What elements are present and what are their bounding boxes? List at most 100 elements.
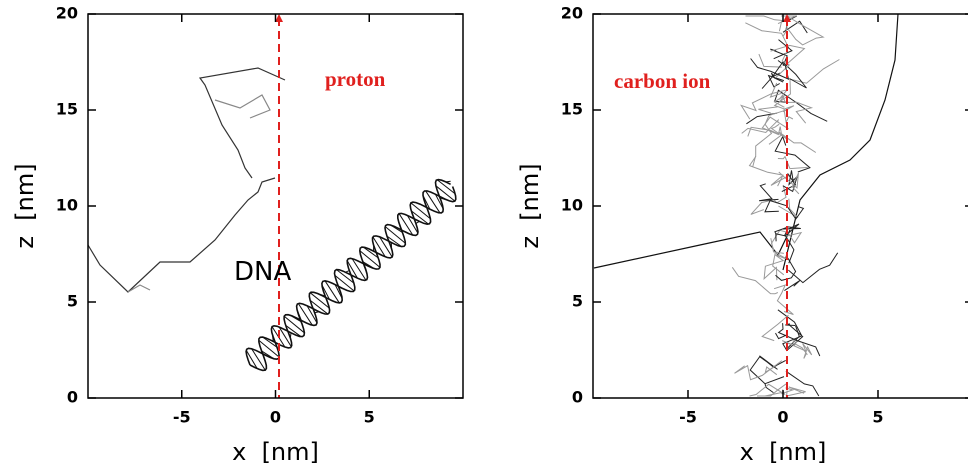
secondary-track <box>769 82 782 98</box>
secondary-track <box>734 360 783 381</box>
secondary-track <box>774 135 811 173</box>
secondary-track <box>767 74 785 88</box>
proton-track <box>214 94 271 119</box>
dna-rung <box>262 353 267 364</box>
secondary-track <box>770 123 788 140</box>
secondary-track <box>764 376 785 394</box>
carbon-track <box>782 13 899 271</box>
y-tick-label: 0 <box>67 388 78 407</box>
dna-rung <box>285 325 302 338</box>
dna-rung <box>351 258 367 281</box>
secondary-track <box>775 52 791 79</box>
dna-rung <box>324 280 340 304</box>
secondary-track <box>773 94 785 108</box>
dna-rung <box>439 197 448 201</box>
secondary-track <box>761 314 789 342</box>
secondary-track <box>747 126 779 137</box>
secondary-track <box>770 44 806 64</box>
carbon-track <box>593 229 791 269</box>
x-tick-label: 5 <box>872 408 883 427</box>
secondary-track <box>758 53 782 68</box>
dna-rung <box>398 213 414 236</box>
dna-rung <box>296 309 302 321</box>
dna-strand <box>245 186 457 366</box>
secondary-track <box>786 386 806 397</box>
secondary-track <box>782 170 799 193</box>
y-tick-label: 10 <box>56 196 78 215</box>
secondary-track <box>781 94 814 124</box>
plot-frame <box>87 13 464 399</box>
dna-rung <box>317 293 326 297</box>
secondary-track <box>745 22 790 49</box>
dna-rung <box>334 274 355 292</box>
dna-rung <box>271 334 274 342</box>
dna-rung <box>362 246 379 259</box>
secondary-track <box>777 309 804 352</box>
secondary-track <box>782 20 808 34</box>
dna-rung <box>262 336 278 348</box>
dna-rung <box>415 220 420 224</box>
secondary-track <box>784 223 800 264</box>
y-axis-label: z [nm] <box>516 163 544 248</box>
dna-rung <box>345 270 350 273</box>
tracks <box>87 13 899 293</box>
secondary-track <box>758 106 778 114</box>
dna-rung <box>321 284 330 300</box>
secondary-track <box>788 252 839 284</box>
y-tick-label: 15 <box>56 100 78 119</box>
secondary-track <box>764 364 778 376</box>
proton-track <box>127 284 151 293</box>
y-tick-label: 20 <box>56 4 78 23</box>
secondary-track <box>774 226 801 242</box>
y-tick-label: 5 <box>572 292 583 311</box>
secondary-track <box>770 238 784 254</box>
secondary-track <box>770 174 791 186</box>
dna-rung <box>445 180 451 183</box>
proton-track <box>198 67 286 179</box>
secondary-track <box>777 155 808 170</box>
secondary-track <box>745 15 783 32</box>
beam-arrow <box>275 14 283 22</box>
dna-rung <box>306 305 318 324</box>
x-axis-label: x [nm] <box>740 438 827 466</box>
x-tick-label: 0 <box>777 408 788 427</box>
dna-rung <box>406 215 419 234</box>
secondary-track <box>778 198 799 218</box>
dna-rung <box>425 190 441 214</box>
proton-track <box>87 177 276 293</box>
dna-rung <box>422 195 431 210</box>
secondary-track <box>759 183 779 202</box>
dna-rung <box>434 193 444 210</box>
dna-rung <box>261 350 275 360</box>
dna-rung <box>334 284 343 299</box>
dna-rung <box>346 260 358 279</box>
secondary-track <box>772 61 807 89</box>
annotation: proton <box>325 67 386 91</box>
dna-rung <box>359 250 381 268</box>
dna-rung <box>338 286 348 291</box>
y-tick-label: 5 <box>67 292 78 311</box>
secondary-track <box>749 355 786 385</box>
dna-rung <box>336 269 355 284</box>
x-axis-label: x [nm] <box>232 438 319 466</box>
dna-rung <box>435 185 456 202</box>
dna-rung <box>362 263 368 275</box>
dna-rung <box>417 202 427 208</box>
y-tick-label: 20 <box>561 4 583 23</box>
dna-rung <box>278 326 292 348</box>
dna-rung <box>410 202 431 220</box>
dna-rung <box>245 350 258 369</box>
dna-rung <box>397 219 403 231</box>
secondary-track <box>773 39 793 60</box>
dna-rung <box>309 292 330 309</box>
secondary-track <box>772 251 787 276</box>
secondary-track <box>748 155 784 187</box>
x-tick-label: 5 <box>364 408 375 427</box>
secondary-track <box>761 72 784 89</box>
secondary-track <box>778 171 800 195</box>
x-tick-label: -5 <box>679 408 697 427</box>
dna-rung <box>386 235 402 248</box>
dna-rung <box>283 315 305 334</box>
secondary-track <box>731 267 779 295</box>
